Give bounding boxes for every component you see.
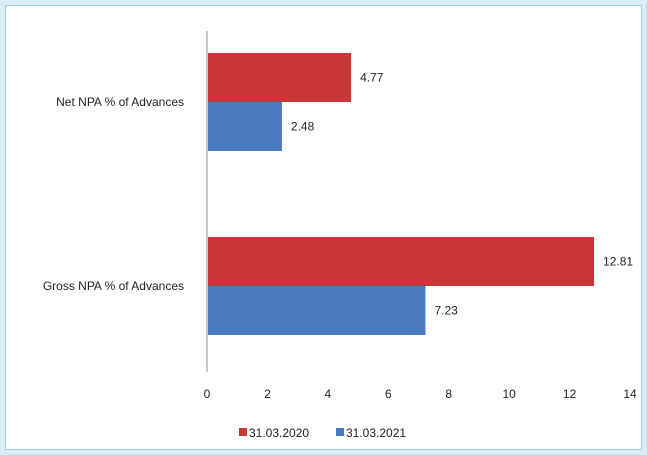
x-tick-label: 12 bbox=[563, 387, 577, 401]
x-tick-label: 6 bbox=[385, 387, 392, 401]
chart-area: 4.77 2.48 12.81 7.23 Net NPA % of Advances G… bbox=[5, 5, 642, 450]
x-tick-label: 4 bbox=[325, 387, 332, 401]
legend: 31.03.2020 31.03.2021 bbox=[239, 426, 406, 440]
legend-swatch bbox=[239, 428, 247, 436]
legend-label: 31.03.2020 bbox=[249, 426, 309, 440]
x-tick-label: 2 bbox=[264, 387, 271, 401]
bar bbox=[207, 237, 595, 286]
bar bbox=[207, 286, 426, 335]
x-tick-label: 14 bbox=[623, 387, 637, 401]
data-label: 2.48 bbox=[291, 120, 315, 134]
data-label: 7.23 bbox=[434, 304, 458, 318]
bar bbox=[207, 102, 282, 151]
bar-chart: 4.77 2.48 12.81 7.23 Net NPA % of Advances G… bbox=[43, 31, 637, 440]
x-tick-label: 8 bbox=[445, 387, 452, 401]
legend-label: 31.03.2021 bbox=[346, 426, 406, 440]
category-label: Net NPA % of Advances bbox=[56, 95, 184, 109]
x-tick-label: 0 bbox=[204, 387, 211, 401]
bar bbox=[207, 53, 352, 102]
legend-swatch bbox=[336, 428, 344, 436]
data-label: 4.77 bbox=[360, 71, 384, 85]
data-label: 12.81 bbox=[603, 255, 633, 269]
x-tick-label: 10 bbox=[502, 387, 516, 401]
bars-group bbox=[207, 53, 595, 335]
x-axis-ticks: 0 2 4 6 8 10 12 14 bbox=[204, 387, 637, 401]
category-labels-group: Net NPA % of Advances Gross NPA % of Adva… bbox=[43, 95, 184, 293]
data-labels-group: 4.77 2.48 12.81 7.23 bbox=[291, 71, 633, 318]
category-label: Gross NPA % of Advances bbox=[43, 279, 184, 293]
